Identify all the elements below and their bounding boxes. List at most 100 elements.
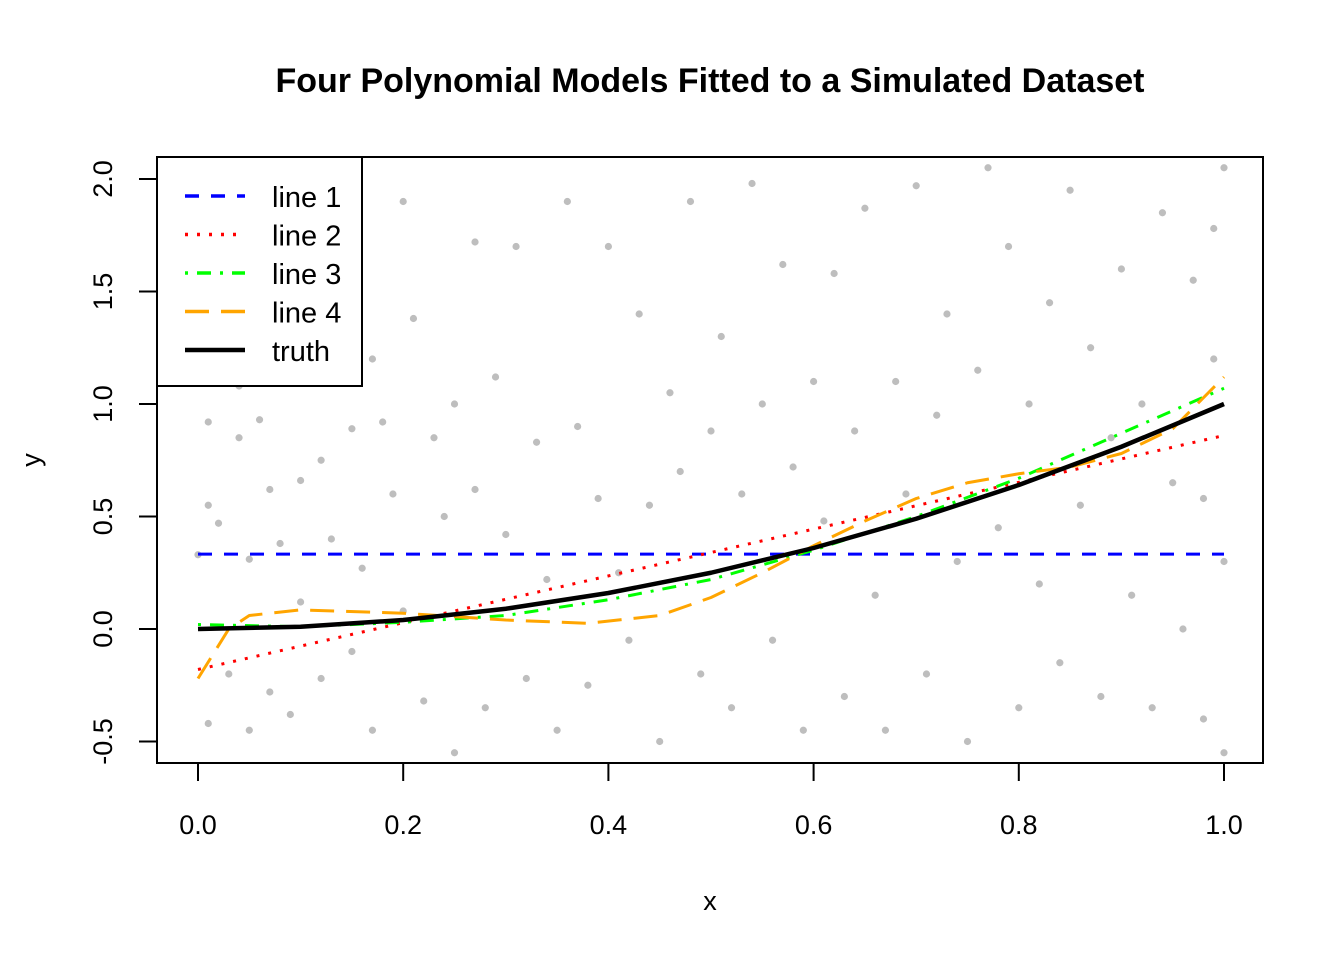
series-line-3 [197,386,1225,629]
data-point [245,555,253,563]
data-point [440,512,448,521]
data-point [1066,186,1074,194]
data-point [1220,749,1228,757]
data-point [943,310,951,318]
data-point [276,539,284,548]
series-line-5 [197,401,1225,632]
data-point [563,197,571,206]
data-point [1015,704,1023,712]
data-point [810,377,818,386]
data-point [1199,494,1208,503]
data-point [676,467,684,476]
data-point [861,204,869,212]
data-point [471,238,479,246]
data-point [245,726,253,734]
data-point [430,434,438,442]
x-axis-label: x [703,886,717,916]
data-point [697,670,705,678]
y-tick-label: 0.5 [88,498,118,536]
x-tick-label: 0.2 [384,810,422,840]
data-point [625,636,633,644]
data-point [204,418,212,426]
data-point [214,519,223,527]
x-tick-label: 0.6 [795,810,833,840]
data-point [799,726,807,734]
data-point [984,164,992,172]
data-point [389,490,397,498]
data-point [358,564,366,572]
data-point [758,400,766,408]
data-point [1220,557,1228,566]
data-point [645,501,654,509]
data-point [1045,299,1054,307]
data-point [635,310,643,318]
data-point [1220,164,1228,172]
y-axis-label: y [16,453,46,467]
data-point [933,411,941,419]
data-point [1056,659,1064,667]
data-point [1148,704,1156,712]
data-point [922,670,931,678]
data-point [204,501,212,509]
data-point [953,557,961,566]
series-line-2 [197,434,1225,671]
data-point [471,485,479,494]
legend-label-2: line 2 [272,221,341,253]
data-point [851,427,859,435]
data-point [1087,344,1095,352]
data-point [553,726,561,734]
data-point [348,647,356,656]
data-point [543,575,551,584]
data-point [656,737,664,746]
data-point [1169,479,1177,487]
data-point [532,438,541,446]
data-point [297,598,305,606]
data-point [594,494,602,503]
data-point [820,517,828,525]
y-tick-label: -0.5 [88,718,118,765]
data-point [1179,625,1187,633]
data-point [225,670,233,678]
data-point [574,422,582,431]
x-tick-label: 0.4 [590,810,628,840]
legend: line 1 line 2 line 3 line 4 truth [156,156,363,387]
data-point [830,269,838,278]
data-point [1076,501,1084,509]
data-point [502,530,510,539]
data-point [779,260,787,269]
data-point [912,182,920,190]
data-point [266,485,274,494]
data-point [974,366,982,374]
data-point [317,674,325,683]
data-point [768,636,777,644]
data-point [450,400,459,408]
data-point [297,476,305,485]
data-point [1117,265,1125,273]
data-point [420,697,428,705]
y-tick-label: 0.0 [88,610,118,648]
data-point [902,490,910,498]
data-point [1199,715,1208,723]
data-point [399,197,407,206]
data-point [348,425,356,433]
data-point [235,434,243,442]
data-point [512,242,520,251]
data-point [255,416,264,424]
data-point [994,524,1002,532]
data-point [1035,580,1043,588]
legend-label-5: truth [272,336,330,368]
data-point [1004,242,1013,251]
data-point [266,688,274,696]
data-point [1138,400,1146,408]
data-point [379,418,387,426]
data-point [707,427,715,435]
data-point [963,737,972,746]
data-point [1097,692,1105,701]
data-point [409,314,418,323]
data-point [727,704,736,712]
x-tick-label: 0.0 [179,810,217,840]
legend-label-3: line 3 [272,259,341,291]
chart-title: Four Polynomial Models Fitted to a Simul… [275,62,1144,100]
data-point [286,710,294,719]
data-point [871,591,879,599]
